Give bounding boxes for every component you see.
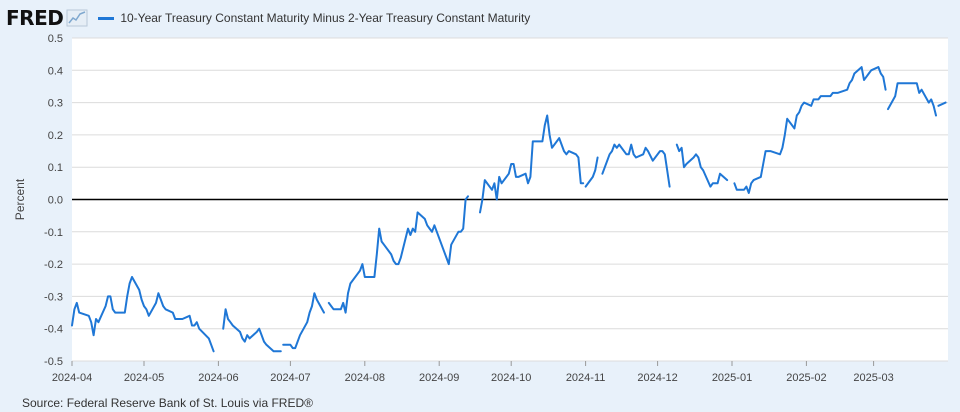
x-tick-label: 2024-12 [637,372,677,384]
series-segment[interactable] [71,276,215,353]
y-tick-label: -0.5 [44,356,63,368]
y-tick-label: 0.2 [48,130,63,142]
x-axis-ticks: 2024-04 2024-05 2024-06 2024-07 2024-08 2024-… [52,361,894,384]
x-tick-label: 2024-11 [566,372,606,384]
y-tick-label: 0.0 [48,195,63,207]
x-tick-label: 2024-09 [419,372,459,384]
legend-label: 10-Year Treasury Constant Maturity Minus… [120,11,531,25]
fred-trend-icon [66,9,88,27]
chart-header: FRED 10-Year Treasury Constant Maturity … [6,6,530,30]
y-tick-label: 0.1 [48,162,63,174]
x-tick-label: 2024-07 [270,372,310,384]
x-tick-label: 2024-04 [52,372,92,384]
series-segment[interactable] [282,292,325,350]
series-segment[interactable] [733,66,887,194]
series-line[interactable] [71,66,947,353]
y-tick-label: -0.4 [44,324,63,336]
x-tick-label: 2024-08 [345,372,385,384]
legend-swatch [98,16,115,20]
y-tick-label: 0.4 [48,65,63,77]
x-tick-label: 2025-01 [712,372,752,384]
series-segment[interactable] [887,82,937,117]
y-tick-label: -0.3 [44,291,63,303]
series-segment[interactable] [222,308,282,353]
fred-logo[interactable]: FRED [6,6,64,30]
series-segment[interactable] [327,195,469,314]
x-tick-label: 2025-03 [853,372,893,384]
x-tick-label: 2024-06 [198,372,238,384]
y-tick-label: -0.2 [44,259,63,271]
y-axis-ticks: 0.5 0.4 0.3 0.2 0.1 0.0 -0.1 -0.2 -0.3 -0.4 -0.5 [44,33,63,368]
y-tick-label: 0.5 [48,33,63,45]
legend[interactable]: 10-Year Treasury Constant Maturity Minus… [98,11,530,25]
series-segment[interactable] [479,114,585,214]
x-tick-label: 2025-02 [786,372,826,384]
y-axis-label: Percent [13,178,27,220]
series-segment[interactable] [937,101,947,107]
y-tick-label: 0.3 [48,98,63,110]
series-segment[interactable] [584,156,599,188]
source-caption: Source: Federal Reserve Bank of St. Loui… [22,396,313,410]
x-tick-label: 2024-10 [491,372,531,384]
y-tick-label: -0.1 [44,227,63,239]
x-tick-label: 2024-05 [124,372,164,384]
series-segment[interactable] [675,143,729,188]
series-segment[interactable] [601,143,671,188]
